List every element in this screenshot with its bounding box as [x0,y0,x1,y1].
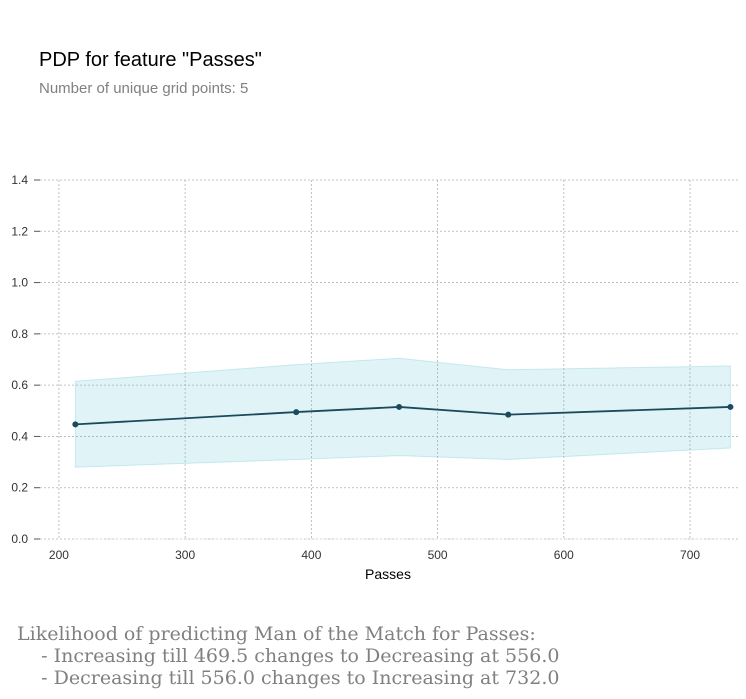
x-axis: 200 300 400 500 600 700 [49,548,700,562]
x-axis-label: Passes [365,566,411,582]
chart-title: PDP for feature "Passes" [39,49,262,71]
x-tick-label: 300 [175,548,195,562]
y-tick-label: 0.6 [11,378,28,392]
pdp-point [727,403,734,410]
y-tick-label: 1.4 [11,173,28,187]
x-tick-label: 600 [554,548,574,562]
pdp-point [72,421,79,428]
confidence-band [74,357,731,468]
y-tick-label: 1.0 [11,276,28,290]
pdp-point [505,411,512,418]
grid [40,179,738,540]
y-tick-label: 0.8 [11,327,28,341]
confidence-band-area [74,357,731,468]
pdp-point [396,403,403,410]
pdp-line-group [72,403,734,428]
annotation-line: - Decreasing till 556.0 changes to Incre… [17,667,560,689]
y-tick-label: 1.2 [11,224,28,238]
x-tick-label: 500 [428,548,448,562]
x-tick-label: 400 [301,548,321,562]
annotation: Likelihood of predicting Man of the Matc… [17,623,559,689]
y-tick-label: 0.2 [11,481,28,495]
y-tick-label: 0.4 [11,429,28,443]
annotation-line: - Increasing till 469.5 changes to Decre… [17,645,560,667]
y-axis: 0.0 0.2 0.4 0.6 0.8 1.0 1.2 1.4 [11,173,40,546]
chart-subtitle: Number of unique grid points: 5 [39,80,249,97]
x-tick-label: 200 [49,548,69,562]
y-tick-label: 0.0 [11,532,28,546]
annotation-line: Likelihood of predicting Man of the Matc… [17,623,536,645]
x-tick-label: 700 [680,548,700,562]
pdp-chart: 200 300 400 500 600 700 0.0 0.2 0.4 0.6 0.8 1.0 1.2… [11,173,738,582]
pdp-point [293,409,300,416]
